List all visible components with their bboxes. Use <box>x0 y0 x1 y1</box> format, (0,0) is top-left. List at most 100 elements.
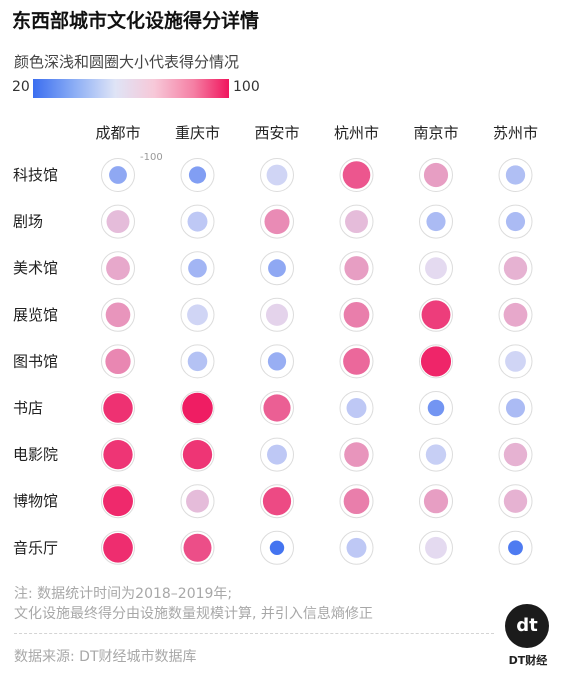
column-label: 南京市 <box>413 124 458 142</box>
reference-circle <box>101 204 135 239</box>
score-bubble <box>105 302 131 328</box>
score-bubble <box>268 259 286 278</box>
reference-circle <box>180 251 215 286</box>
reference-circle <box>260 204 294 239</box>
score-bubble <box>343 301 370 328</box>
score-bubble <box>343 348 370 375</box>
reference-circle <box>339 530 374 565</box>
score-bubble <box>187 211 208 232</box>
score-bubble <box>262 487 292 516</box>
reference-circle <box>498 437 533 472</box>
score-bubble <box>106 256 130 281</box>
divider <box>14 633 494 634</box>
reference-circle <box>180 204 215 239</box>
score-bubble <box>103 393 133 423</box>
reference-circle <box>101 344 135 379</box>
score-bubble <box>427 399 445 417</box>
chart-title: 东西部城市文化设施得分详情 <box>12 10 260 32</box>
score-bubble <box>343 488 370 515</box>
reference-circle <box>101 437 135 472</box>
note-line-1: 注: 数据统计时间为2018–2019年; <box>14 586 233 602</box>
reference-circle-label: -100 <box>140 152 163 163</box>
data-source: 数据来源: DT财经城市数据库 <box>14 649 197 665</box>
reference-circle <box>498 530 533 565</box>
score-bubble <box>183 533 212 562</box>
reference-circle <box>180 297 215 332</box>
score-bubble <box>505 165 526 185</box>
score-bubble <box>187 351 208 372</box>
reference-circle <box>180 158 215 192</box>
score-bubble <box>265 303 289 326</box>
score-bubble <box>266 164 288 186</box>
reference-circle <box>419 391 453 425</box>
score-bubble <box>423 162 449 188</box>
column-label: 成都市 <box>95 124 140 142</box>
reference-circle <box>339 391 374 425</box>
score-bubble <box>505 212 526 232</box>
row-label: 图书馆 <box>13 352 58 370</box>
score-bubble <box>182 439 213 470</box>
reference-circle <box>180 437 215 472</box>
reference-circle <box>498 204 533 239</box>
score-bubble <box>103 532 133 563</box>
score-bubble <box>505 351 526 372</box>
score-bubble <box>503 489 528 513</box>
dt-logo-name: DT财经 <box>508 654 548 667</box>
row-label: 音乐厅 <box>13 539 58 557</box>
score-bubble <box>188 258 207 278</box>
reference-circle <box>260 344 294 379</box>
column-label: 杭州市 <box>334 124 379 142</box>
score-bubble <box>264 209 290 235</box>
reference-circle <box>260 158 294 192</box>
score-bubble <box>106 210 130 234</box>
reference-circle <box>419 251 453 286</box>
score-bubble <box>420 346 452 377</box>
score-bubble <box>346 537 367 558</box>
dt-logo: dt <box>505 604 549 648</box>
score-bubble <box>345 210 368 234</box>
reference-circle <box>260 484 294 519</box>
reference-circle <box>101 530 135 565</box>
legend-gradient-bar <box>33 79 229 98</box>
reference-circle <box>101 158 135 192</box>
score-bubble <box>425 444 447 465</box>
score-bubble <box>426 212 446 232</box>
column-label: 西安市 <box>254 124 299 142</box>
reference-circle <box>260 391 294 425</box>
score-bubble <box>503 256 528 280</box>
row-label: 电影院 <box>13 446 58 464</box>
column-label: 重庆市 <box>175 124 220 142</box>
reference-circle <box>101 251 135 286</box>
reference-circle <box>180 530 215 565</box>
score-bubble <box>344 256 369 281</box>
reference-circle <box>260 530 294 565</box>
score-bubble <box>421 300 451 330</box>
score-bubble <box>503 442 528 467</box>
reference-circle <box>498 391 533 425</box>
reference-circle <box>419 484 453 519</box>
reference-circle <box>339 204 374 239</box>
row-label: 展览馆 <box>13 306 58 324</box>
score-bubble <box>267 444 287 465</box>
reference-circle <box>339 344 374 379</box>
score-bubble <box>182 392 213 424</box>
reference-circle <box>260 251 294 286</box>
reference-circle <box>339 251 374 286</box>
score-bubble <box>109 166 127 184</box>
reference-circle <box>419 158 453 192</box>
reference-circle <box>339 297 374 332</box>
reference-circle <box>339 484 374 519</box>
score-bubble <box>267 352 287 371</box>
reference-circle <box>180 484 215 519</box>
row-label: 剧场 <box>13 213 43 231</box>
reference-circle <box>419 530 453 565</box>
score-bubble <box>346 398 367 418</box>
legend-description: 颜色深浅和圆圈大小代表得分情况 <box>14 53 240 71</box>
row-label: 博物馆 <box>13 492 58 510</box>
score-bubble <box>505 398 526 418</box>
reference-circle <box>498 484 533 519</box>
reference-circle <box>419 344 453 379</box>
reference-circle <box>101 391 135 425</box>
reference-circle <box>498 158 533 192</box>
